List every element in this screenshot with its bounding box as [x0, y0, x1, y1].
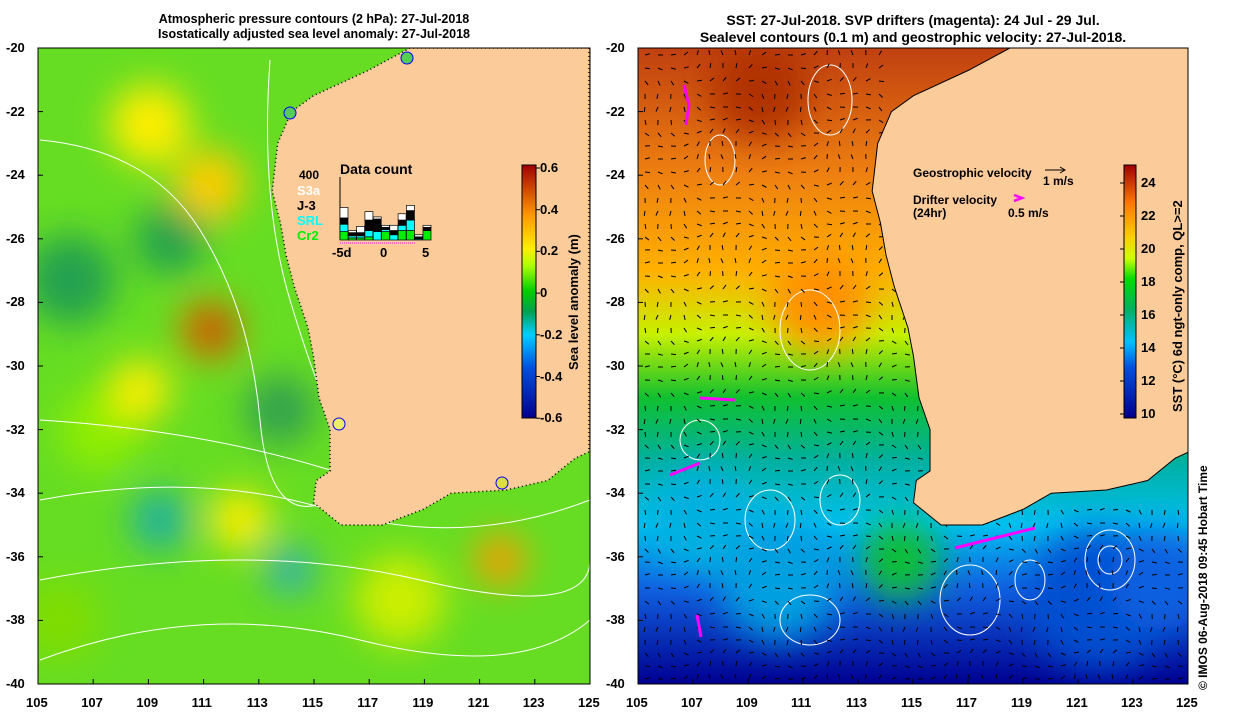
lon-tick-label: 111: [191, 695, 212, 710]
lon-tick-label: 119: [412, 695, 434, 710]
sla-colorbar-tick: 0.2: [540, 243, 559, 259]
tide-gauge-marker: [332, 417, 346, 431]
lon-tick-label: 125: [1176, 695, 1198, 710]
geostrophic-label: Geostrophic velocity: [913, 166, 1032, 180]
drifter-scale-arrow: [1013, 193, 1026, 203]
sst-colorbar-tick: 16: [1141, 307, 1156, 322]
lat-tick-label: -22: [606, 103, 625, 119]
sla-colorbar: [521, 164, 537, 419]
lon-tick-label: 121: [1066, 695, 1088, 710]
sst-colorbar-tick: 20: [1141, 241, 1156, 256]
hist-tick: 5: [422, 245, 430, 260]
sst-colorbar-tick: 14: [1141, 340, 1156, 355]
lon-tick-label: 121: [467, 695, 490, 710]
right-title-line: SST: 27-Jul-2018. SVP drifters (magenta)…: [726, 12, 1100, 28]
right-map-area: [638, 48, 1188, 684]
drifter-scale: 0.5 m/s: [1008, 206, 1049, 220]
tide-gauge-marker: [400, 51, 414, 65]
sst-colorbar-label: SST (°C) 6d ngt-only comp, QL>=2: [1170, 200, 1185, 412]
lon-tick-label: 125: [578, 695, 600, 710]
lat-tick-label: -24: [6, 167, 25, 183]
lat-tick-label: -28: [606, 294, 625, 310]
lat-tick-label: -36: [606, 548, 625, 564]
drifter-tracks: [669, 84, 1036, 638]
lon-tick-label: 119: [1011, 695, 1032, 710]
sst-colorbar-tick: 10: [1141, 406, 1156, 421]
lat-tick-label: -20: [6, 40, 25, 55]
mission-legend: S3a J-3 SRL Cr2: [297, 183, 323, 243]
left-map-area: [38, 48, 590, 684]
lon-tick-label: 123: [1121, 695, 1143, 710]
lon-tick-label: 107: [81, 695, 103, 710]
lat-tick-label: -40: [6, 676, 25, 691]
sst-colorbar-tick: 12: [1141, 373, 1156, 388]
lon-tick-label: 117: [357, 695, 379, 710]
lon-tick-label: 117: [956, 695, 977, 710]
left-title-line: Atmospheric pressure contours (2 hPa): 2…: [158, 12, 470, 26]
legend-srl: SRL: [297, 213, 323, 228]
lon-tick-label: 113: [246, 695, 268, 710]
lat-tick-label: -20: [606, 40, 625, 55]
lat-tick-label: -34: [6, 485, 25, 501]
lat-tick-label: -22: [6, 103, 25, 119]
tide-gauge-marker: [283, 106, 297, 120]
lat-tick-label: -32: [606, 421, 625, 437]
sst-colorbar-tick: 22: [1141, 208, 1156, 223]
lat-tick-label: -36: [6, 548, 25, 564]
sla-colorbar-tick: 0.6: [540, 160, 559, 175]
sla-colorbar-tick: -0.2: [540, 326, 563, 342]
lat-tick-label: -28: [6, 294, 25, 310]
hist-tick: -5d: [332, 245, 352, 260]
lon-tick-label: 105: [626, 695, 648, 710]
tide-gauge-marker: [495, 476, 509, 490]
lat-tick-label: -32: [6, 421, 25, 437]
sla-colorbar-tick: -0.6: [540, 410, 563, 426]
lon-tick-label: 113: [846, 695, 867, 710]
legend-cr2: Cr2: [297, 228, 319, 243]
sst-colorbar-tick: 24: [1141, 175, 1156, 190]
sla-colorbar-tick: 0: [540, 285, 548, 301]
lat-tick-label: -26: [6, 230, 25, 246]
lat-tick-label: -26: [606, 230, 625, 246]
sla-colorbar-label: Sea level anomaly (m): [566, 234, 581, 370]
data-count-title: Data count: [340, 161, 413, 177]
sla-colorbar-tick: -0.4: [540, 368, 563, 384]
lon-tick-label: 115: [302, 695, 323, 710]
geostrophic-scale-arrow: [1059, 166, 1066, 174]
lat-tick-label: -30: [606, 358, 625, 373]
lon-tick-label: 109: [736, 695, 758, 710]
lat-tick-label: -34: [606, 485, 625, 501]
lat-tick-label: -38: [6, 612, 25, 628]
geostrophic-scale: 1 m/s: [1043, 174, 1074, 188]
right-map-title: SST: 27-Jul-2018. SVP drifters (magenta)…: [638, 12, 1188, 46]
lon-tick-label: 115: [901, 695, 922, 710]
sst-colorbar-tick: 18: [1141, 274, 1156, 289]
lon-tick-label: 111: [791, 695, 812, 710]
lon-tick-label: 105: [26, 695, 48, 710]
left-map-title: Atmospheric pressure contours (2 hPa): 2…: [38, 12, 590, 42]
lat-tick-label: -38: [606, 612, 625, 628]
lat-tick-label: -24: [606, 167, 625, 183]
data-count-histogram: [339, 177, 432, 244]
data-count-max: 400: [299, 168, 320, 182]
hist-tick: 0: [380, 245, 388, 260]
legend-j-3: J-3: [297, 198, 316, 213]
sla-colorbar-tick: 0.4: [540, 201, 559, 217]
sst-colorbar: [1123, 164, 1137, 419]
lon-tick-label: 109: [136, 695, 159, 710]
legend-s3a: S3a: [297, 183, 321, 198]
lat-tick-label: -30: [6, 358, 25, 373]
credit-text: © IMOS 06-Aug-2018 09:45 Hobart Time: [1196, 465, 1210, 690]
lon-tick-label: 107: [681, 695, 703, 710]
lat-tick-label: -40: [606, 676, 625, 691]
drifter-label: Drifter velocity: [913, 193, 998, 207]
lon-tick-label: 123: [522, 695, 545, 710]
right-title-line: Sealevel contours (0.1 m) and geostrophi…: [699, 29, 1127, 45]
drifter-label-period: (24hr): [913, 206, 947, 220]
left-title-line: Isostatically adjusted sea level anomaly…: [158, 27, 470, 41]
